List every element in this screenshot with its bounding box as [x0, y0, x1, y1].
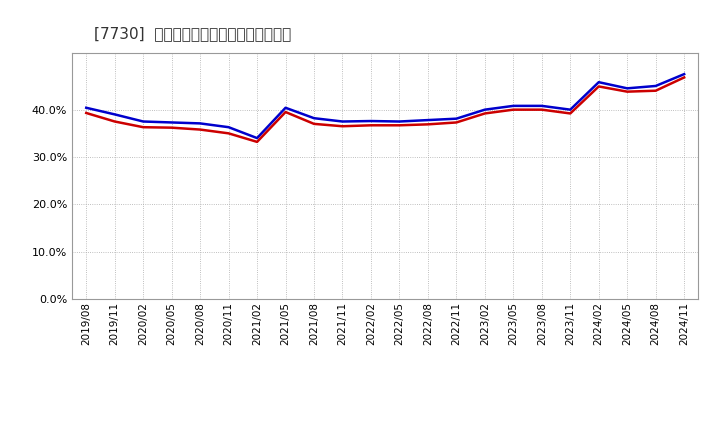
固定比率 — [537, 103, 546, 109]
固定長期適合率 — [595, 84, 603, 89]
固定比率 — [253, 136, 261, 141]
固定比率 — [480, 107, 489, 112]
固定比率 — [423, 117, 432, 123]
固定比率 — [395, 119, 404, 124]
固定長期適合率 — [253, 139, 261, 144]
固定比率 — [82, 105, 91, 110]
固定長期適合率 — [537, 107, 546, 112]
固定比率 — [623, 86, 631, 91]
固定長期適合率 — [566, 111, 575, 116]
Line: 固定比率: 固定比率 — [86, 74, 684, 138]
固定長期適合率 — [338, 124, 347, 129]
固定長期適合率 — [480, 111, 489, 116]
固定比率 — [139, 119, 148, 124]
固定比率 — [225, 125, 233, 130]
固定比率 — [167, 120, 176, 125]
固定長期適合率 — [82, 110, 91, 116]
固定長期適合率 — [395, 123, 404, 128]
固定比率 — [680, 71, 688, 77]
固定長期適合率 — [110, 119, 119, 124]
Line: 固定長期適合率: 固定長期適合率 — [86, 77, 684, 142]
固定長期適合率 — [452, 120, 461, 125]
固定比率 — [452, 116, 461, 121]
固定比率 — [652, 83, 660, 88]
固定比率 — [338, 119, 347, 124]
固定比率 — [196, 121, 204, 126]
固定長期適合率 — [623, 89, 631, 94]
固定比率 — [110, 112, 119, 117]
固定長期適合率 — [366, 123, 375, 128]
固定長期適合率 — [282, 110, 290, 115]
固定比率 — [366, 118, 375, 124]
Legend: 固定比率, 固定長期適合率: 固定比率, 固定長期適合率 — [294, 433, 476, 440]
固定比率 — [566, 107, 575, 112]
Text: [7730]  固定比率、固定長期適合率の推移: [7730] 固定比率、固定長期適合率の推移 — [94, 26, 291, 41]
固定長期適合率 — [680, 75, 688, 80]
固定比率 — [595, 80, 603, 85]
固定長期適合率 — [139, 125, 148, 130]
固定長期適合率 — [225, 131, 233, 136]
固定比率 — [509, 103, 518, 109]
固定比率 — [282, 105, 290, 110]
固定比率 — [310, 116, 318, 121]
固定長期適合率 — [652, 88, 660, 93]
固定長期適合率 — [423, 122, 432, 127]
固定長期適合率 — [196, 127, 204, 132]
固定長期適合率 — [310, 121, 318, 127]
固定長期適合率 — [509, 107, 518, 112]
固定長期適合率 — [167, 125, 176, 130]
